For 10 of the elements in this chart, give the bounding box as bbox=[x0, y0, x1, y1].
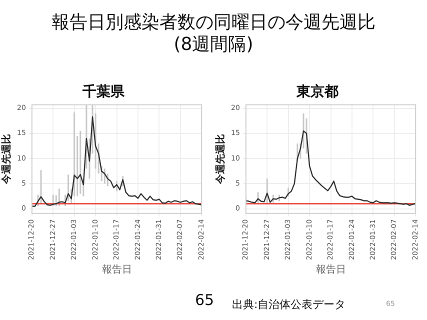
text: 報告日別感染者数の同曜日の今週先週比 bbox=[50, 12, 376, 34]
text: 65 bbox=[195, 291, 214, 309]
chart-title: 千葉県 bbox=[82, 83, 126, 100]
y-axis-title: 今週先週比 bbox=[214, 134, 227, 186]
source-note: 出典:自治体公表データ bbox=[232, 297, 346, 312]
chart-title: 東京都 bbox=[296, 83, 338, 100]
x-axis-title: 報告日 bbox=[316, 264, 346, 276]
y-axis-title: 今週先週比 bbox=[0, 134, 13, 186]
x-axis-title: 報告日 bbox=[102, 264, 132, 276]
text: (8週間隔) bbox=[172, 34, 254, 56]
